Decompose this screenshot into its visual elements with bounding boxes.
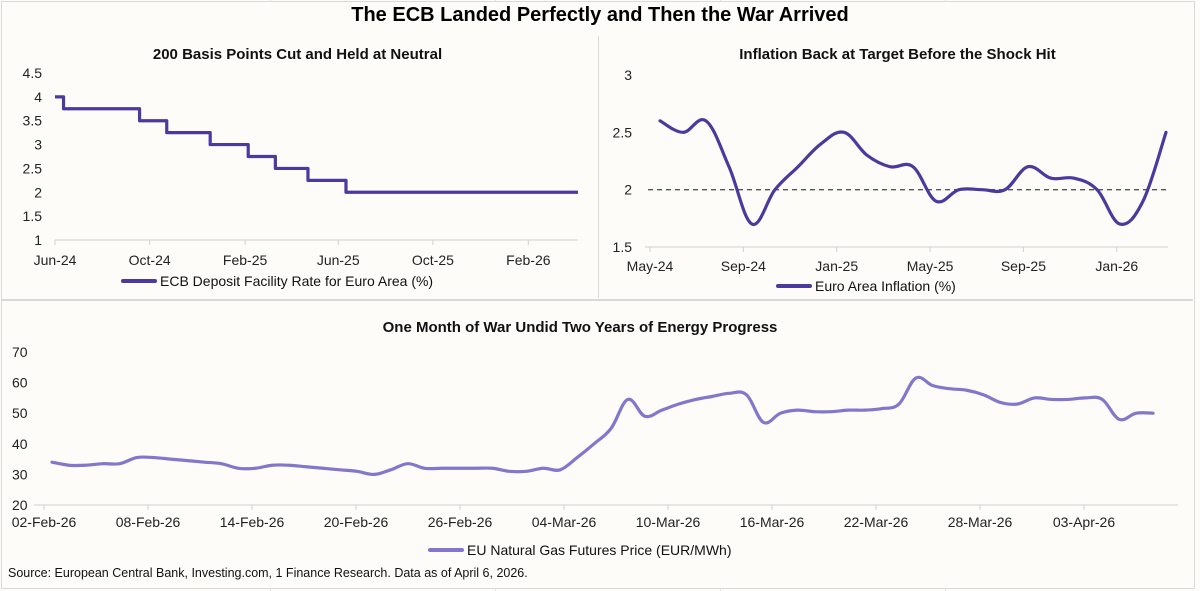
rate-chart-title: 200 Basis Points Cut and Held at Neutral [152,46,443,63]
legend-label: Euro Area Inflation (%) [815,278,956,294]
x-tick-label: 16-Mar-26 [740,514,805,530]
inflation-series-line [658,118,1168,226]
x-tick-label: Feb-25 [223,252,268,268]
x-tick-label: Feb-26 [506,252,551,268]
gas-series-line [50,375,1155,477]
source-note: Source: European Central Bank, Investing… [8,566,528,580]
y-tick-label: 4.5 [23,65,43,81]
y-tick-label: 50 [12,405,28,421]
panel-divider [1,299,1193,301]
y-tick-label: 60 [12,375,28,391]
inflation-chart-legend: Euro Area Inflation (%) [776,278,956,294]
x-tick-label: 14-Feb-26 [220,514,285,530]
x-tick-label: 20-Feb-26 [324,514,389,530]
y-tick-label: 3 [34,137,42,153]
rate-chart-legend: ECB Deposit Facility Rate for Euro Area … [121,273,433,289]
legend-label: ECB Deposit Facility Rate for Euro Area … [160,273,434,289]
y-tick-label: 1.5 [613,239,633,255]
x-tick-label: May-25 [907,258,954,274]
x-tick-label: 10-Mar-26 [636,514,701,530]
y-tick-label: 1 [34,232,42,248]
legend-label: EU Natural Gas Futures Price (EUR/MWh) [467,542,732,558]
x-tick-label: Sep-24 [721,258,766,274]
panel-divider [598,36,599,298]
inflation-chart-title: Inflation Back at Target Before the Shoc… [739,46,1056,63]
y-tick-label: 20 [12,497,28,513]
legend-swatch [428,548,464,552]
x-tick-label: 02-Feb-26 [12,514,77,530]
gas-chart-legend: EU Natural Gas Futures Price (EUR/MWh) [428,542,732,558]
x-tick-label: 03-Apr-26 [1053,514,1115,530]
gas-chart: 20 30 40 50 60 70 02-Feb-26 08-Feb-26 14-Feb-26 2… [12,344,1178,530]
y-tick-label: 3.5 [23,113,43,129]
y-tick-label: 3 [624,67,632,83]
x-tick-label: 26-Feb-26 [428,514,493,530]
x-tick-label: Jun-25 [317,252,360,268]
legend-swatch [121,279,157,283]
x-tick-label: Jun-24 [34,252,77,268]
gas-chart-title: One Month of War Undid Two Years of Ener… [382,319,778,336]
y-tick-label: 2.5 [23,160,43,176]
y-tick-label: 2 [624,182,632,198]
x-tick-label: May-24 [627,258,674,274]
x-tick-label: Oct-25 [412,252,454,268]
x-tick-label: Sep-25 [1001,258,1046,274]
rate-series-line [55,95,578,194]
y-tick-label: 30 [12,466,28,482]
y-tick-label: 40 [12,436,28,452]
legend-swatch [776,284,812,288]
x-tick-label: Jan-26 [1095,258,1138,274]
rate-chart: 1 1.5 2 2.5 3 3.5 4 4.5 Jun-24 Oct-24 Feb-25 Jun-25… [23,65,578,268]
inflation-chart: 1.5 2 2.5 3 May-24 Sep-24 Jan-25 May-25 Sep-25 Ja… [613,67,1168,274]
y-tick-label: 70 [12,344,28,360]
x-tick-label: Oct-24 [129,252,171,268]
y-tick-label: 2.5 [613,124,633,140]
x-tick-label: 08-Feb-26 [116,514,181,530]
x-tick-label: Jan-25 [815,258,858,274]
x-tick-label: 04-Mar-26 [532,514,597,530]
x-tick-label: 22-Mar-26 [844,514,909,530]
x-tick-label: 28-Mar-26 [948,514,1013,530]
main-title: The ECB Landed Perfectly and Then the Wa… [351,4,849,26]
y-tick-label: 4 [34,89,42,105]
y-tick-label: 2 [34,184,42,200]
y-tick-label: 1.5 [23,208,43,224]
